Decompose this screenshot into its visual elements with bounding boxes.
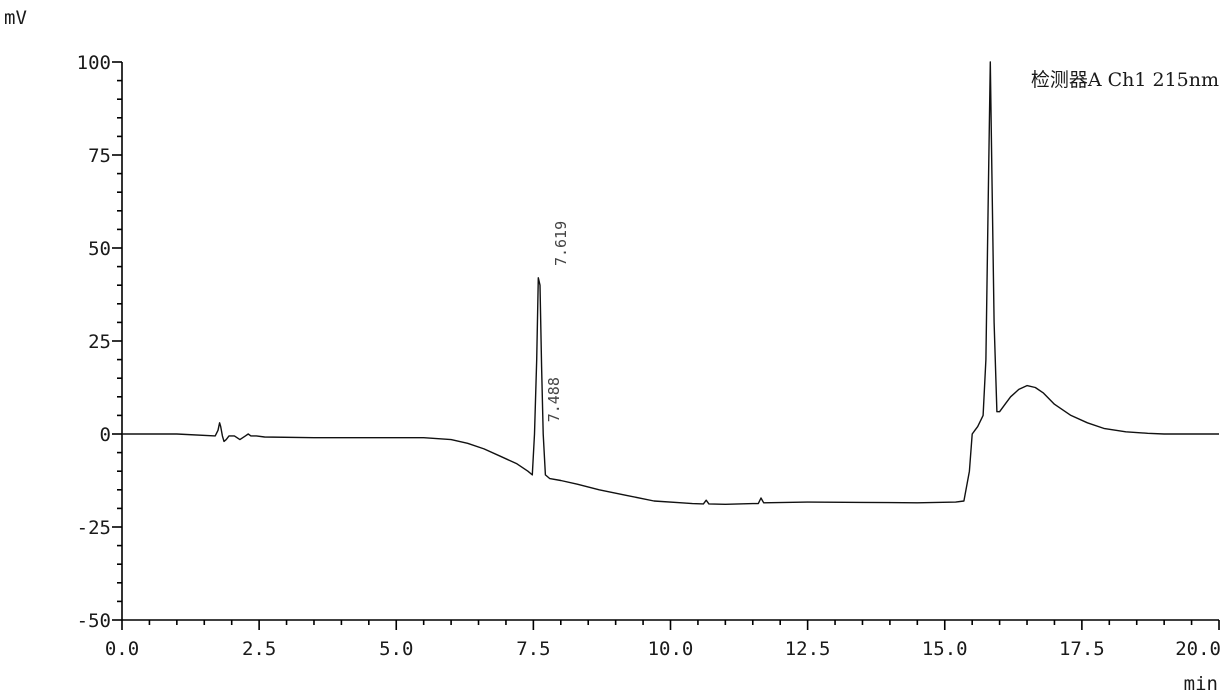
y-tick-label: 0 (100, 424, 111, 446)
y-tick-label: 75 (88, 145, 111, 167)
x-tick-label: 20.0 (1175, 638, 1221, 660)
annotation-layer: 7.619 7.488 (545, 221, 570, 422)
peak-retention-label: 7.488 (545, 377, 563, 422)
y-tick-label: 50 (88, 238, 111, 260)
y-tick-label: 25 (88, 331, 111, 353)
y-axis-unit-label: mV (4, 7, 27, 29)
chromatogram-trace (122, 61, 1219, 505)
y-tick-label: -50 (77, 610, 111, 632)
x-tick-label: 2.5 (242, 638, 276, 660)
peak-retention-label: 7.619 (552, 221, 570, 266)
detector-legend-label: 检测器A Ch1 215nm (1031, 69, 1219, 91)
y-tick-label: -25 (77, 517, 111, 539)
x-tick-label: 5.0 (379, 638, 413, 660)
trace-layer (122, 61, 1219, 505)
x-tick-label: 7.5 (516, 638, 550, 660)
x-tick-label: 12.5 (785, 638, 831, 660)
x-axis-unit-label: min (1184, 673, 1218, 694)
y-tick-label: 100 (77, 52, 111, 74)
x-tick-label: 17.5 (1059, 638, 1105, 660)
x-tick-label: 15.0 (922, 638, 968, 660)
x-tick-label: 10.0 (648, 638, 694, 660)
axes-layer: 100 75 50 25 0 -25 -50 0.0 2.5 5.0 7.5 10.0 12.5 15.0… (77, 52, 1221, 660)
x-tick-label: 0.0 (105, 638, 139, 660)
